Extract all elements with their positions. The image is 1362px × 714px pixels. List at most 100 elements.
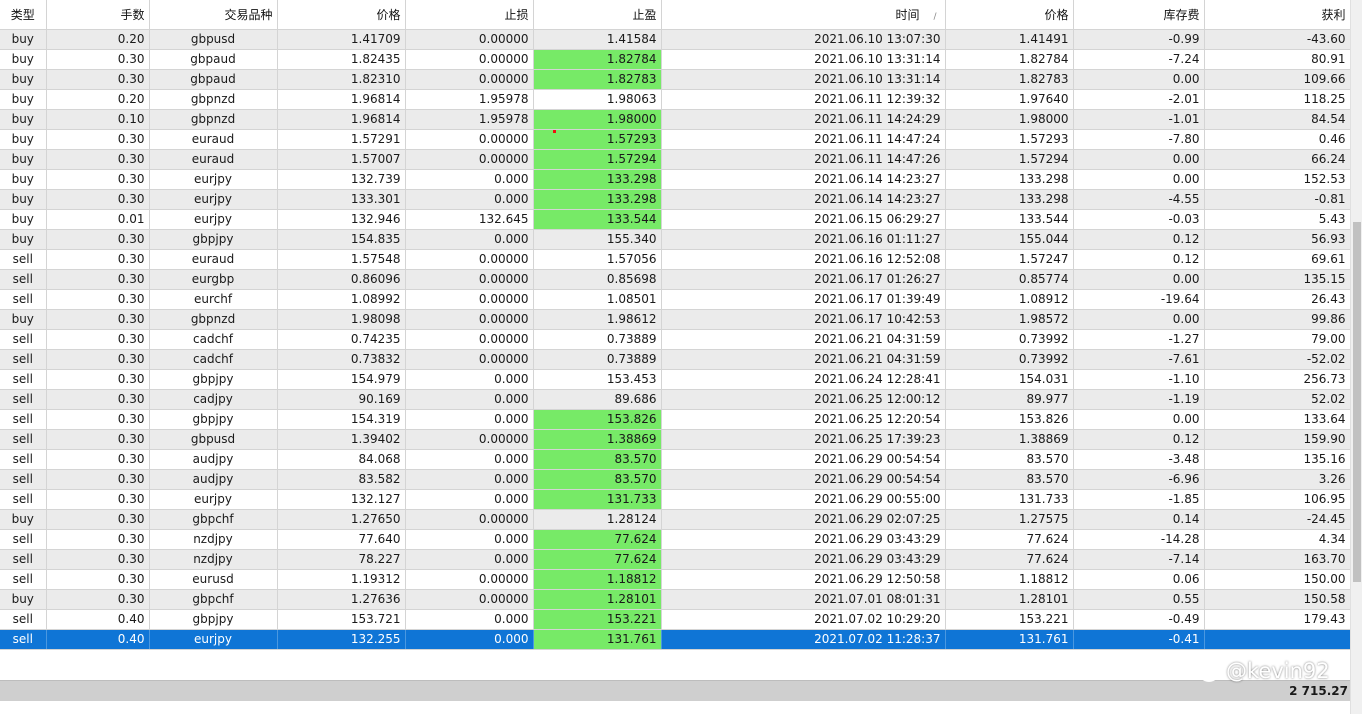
vertical-scrollbar[interactable] [1350,0,1362,714]
column-header-type[interactable]: 类型 [0,0,47,30]
cell-symbol: eurusd [149,569,278,590]
cell-price: 1.82310 [277,69,406,90]
cell-lots: 0.30 [46,129,150,150]
column-header-profit[interactable]: 获利 [1204,0,1351,30]
scrollbar-thumb[interactable] [1353,222,1361,582]
table-row[interactable]: sell 0.30 eurgbp 0.86096 0.00000 0.85698 2021.… [0,269,1351,290]
table-row[interactable]: buy 0.30 gbpnzd 1.98098 0.00000 1.98612 2021.0… [0,309,1351,330]
cell-stop-loss: 0.000 [405,409,534,430]
cell-symbol: gbpjpy [149,609,278,630]
table-row[interactable]: buy 0.30 gbpaud 1.82310 0.00000 1.82783 2021.0… [0,69,1351,90]
table-row[interactable]: sell 0.40 eurjpy 132.255 0.000 131.761 2021.07… [0,629,1351,650]
table-row[interactable]: buy 0.30 gbpchf 1.27650 0.00000 1.28124 2021.0… [0,509,1351,530]
table-row[interactable]: sell 0.30 gbpjpy 154.319 0.000 153.826 2021.06… [0,409,1351,430]
cell-price: 1.27636 [277,589,406,610]
table-row[interactable]: buy 0.30 euraud 1.57007 0.00000 1.57294 2021.0… [0,149,1351,170]
cell-time: 2021.06.14 14:23:27 [661,189,946,210]
cell-symbol: gbpnzd [149,109,278,130]
cell-take-profit: 0.73889 [533,329,662,350]
column-header-take-profit[interactable]: 止盈 [533,0,662,30]
cell-lots: 0.30 [46,349,150,370]
table-row[interactable]: sell 0.30 audjpy 83.582 0.000 83.570 2021.06.2… [0,469,1351,490]
table-row[interactable]: sell 0.30 nzdjpy 77.640 0.000 77.624 2021.06.2… [0,529,1351,550]
cell-type: sell [0,249,47,270]
column-header-symbol[interactable]: 交易品种 [149,0,278,30]
cell-lots: 0.30 [46,389,150,410]
cell-close-price: 133.544 [945,209,1074,230]
cell-take-profit: 77.624 [533,549,662,570]
cell-swap: 0.06 [1073,569,1205,590]
table-row[interactable]: buy 0.10 gbpnzd 1.96814 1.95978 1.98000 2021.0… [0,109,1351,130]
column-header-swap[interactable]: 库存费 [1073,0,1205,30]
cell-stop-loss: 0.00000 [405,289,534,310]
cell-close-price: 1.98572 [945,309,1074,330]
table-row[interactable]: sell 0.30 eurusd 1.19312 0.00000 1.18812 2021.… [0,569,1351,590]
table-row[interactable]: buy 0.30 eurjpy 133.301 0.000 133.298 2021.06.… [0,189,1351,210]
cell-type: buy [0,509,47,530]
cell-type: sell [0,529,47,550]
cell-symbol: cadchf [149,349,278,370]
table-row[interactable]: buy 0.30 gbpchf 1.27636 0.00000 1.28101 2021.0… [0,589,1351,610]
column-header-close-price[interactable]: 价格 [945,0,1074,30]
table-row[interactable]: buy 0.30 eurjpy 132.739 0.000 133.298 2021.06.… [0,169,1351,190]
table-row[interactable]: sell 0.30 cadchf 0.74235 0.00000 0.73889 2021.… [0,329,1351,350]
table-row[interactable]: buy 0.20 gbpnzd 1.96814 1.95978 1.98063 2021.0… [0,89,1351,110]
cell-swap: -0.99 [1073,29,1205,50]
cell-price: 1.82435 [277,49,406,70]
cell-profit: 109.66 [1204,69,1351,90]
table-row[interactable]: buy 0.20 gbpusd 1.41709 0.00000 1.41584 2021.0… [0,29,1351,50]
cell-close-price: 1.18812 [945,569,1074,590]
table-row[interactable]: sell 0.30 cadjpy 90.169 0.000 89.686 2021.06.2… [0,389,1351,410]
cell-profit: -43.60 [1204,29,1351,50]
cell-swap: 0.00 [1073,169,1205,190]
table-row[interactable]: sell 0.30 eurjpy 132.127 0.000 131.733 2021.06… [0,489,1351,510]
column-header-stop-loss[interactable]: 止损 [405,0,534,30]
cell-close-price: 89.977 [945,389,1074,410]
cell-symbol: eurjpy [149,209,278,230]
cell-price: 1.57007 [277,149,406,170]
column-header-price[interactable]: 价格 [277,0,406,30]
cell-swap: -4.55 [1073,189,1205,210]
cell-close-price: 133.298 [945,169,1074,190]
cell-lots: 0.30 [46,429,150,450]
cell-stop-loss: 0.00000 [405,149,534,170]
cell-take-profit: 0.85698 [533,269,662,290]
table-row[interactable]: sell 0.30 nzdjpy 78.227 0.000 77.624 2021.06.2… [0,549,1351,570]
cell-take-profit: 1.98063 [533,89,662,110]
cell-lots: 0.30 [46,449,150,470]
cell-swap: 0.55 [1073,589,1205,610]
cell-price: 133.301 [277,189,406,210]
cell-type: sell [0,569,47,590]
cell-type: sell [0,449,47,470]
cell-profit: 135.15 [1204,269,1351,290]
column-header-time[interactable]: 时间 / [661,0,946,30]
table-row[interactable]: sell 0.30 gbpjpy 154.979 0.000 153.453 2021.06… [0,369,1351,390]
table-row[interactable]: buy 0.01 eurjpy 132.946 132.645 133.544 2021.0… [0,209,1351,230]
cell-close-price: 153.826 [945,409,1074,430]
table-row[interactable]: sell 0.30 eurchf 1.08992 0.00000 1.08501 2021.… [0,289,1351,310]
watermark-text: @kevin92 [1226,659,1330,683]
column-header-lots[interactable]: 手数 [46,0,150,30]
cell-price: 132.127 [277,489,406,510]
cell-symbol: gbpjpy [149,409,278,430]
cell-take-profit: 1.98612 [533,309,662,330]
cell-profit: 150.58 [1204,589,1351,610]
table-row[interactable]: buy 0.30 gbpjpy 154.835 0.000 155.340 2021.06.… [0,229,1351,250]
table-row[interactable]: sell 0.30 euraud 1.57548 0.00000 1.57056 2021.… [0,249,1351,270]
cell-type: sell [0,489,47,510]
table-row[interactable]: buy 0.30 euraud 1.57291 0.00000 1.57293 2021.0… [0,129,1351,150]
cell-stop-loss: 0.000 [405,549,534,570]
cell-time: 2021.06.14 14:23:27 [661,169,946,190]
table-row[interactable]: buy 0.30 gbpaud 1.82435 0.00000 1.82784 2021.0… [0,49,1351,70]
cell-symbol: eurjpy [149,189,278,210]
table-row[interactable]: sell 0.30 audjpy 84.068 0.000 83.570 2021.06.2… [0,449,1351,470]
cell-take-profit: 153.453 [533,369,662,390]
cell-time: 2021.06.11 14:24:29 [661,109,946,130]
cell-swap: -1.27 [1073,329,1205,350]
cell-symbol: cadchf [149,329,278,350]
table-row[interactable]: sell 0.40 gbpjpy 153.721 0.000 153.221 2021.07… [0,609,1351,630]
cell-close-price: 77.624 [945,549,1074,570]
cell-stop-loss: 0.00000 [405,49,534,70]
table-row[interactable]: sell 0.30 gbpusd 1.39402 0.00000 1.38869 2021.… [0,429,1351,450]
table-row[interactable]: sell 0.30 cadchf 0.73832 0.00000 0.73889 2021.… [0,349,1351,370]
